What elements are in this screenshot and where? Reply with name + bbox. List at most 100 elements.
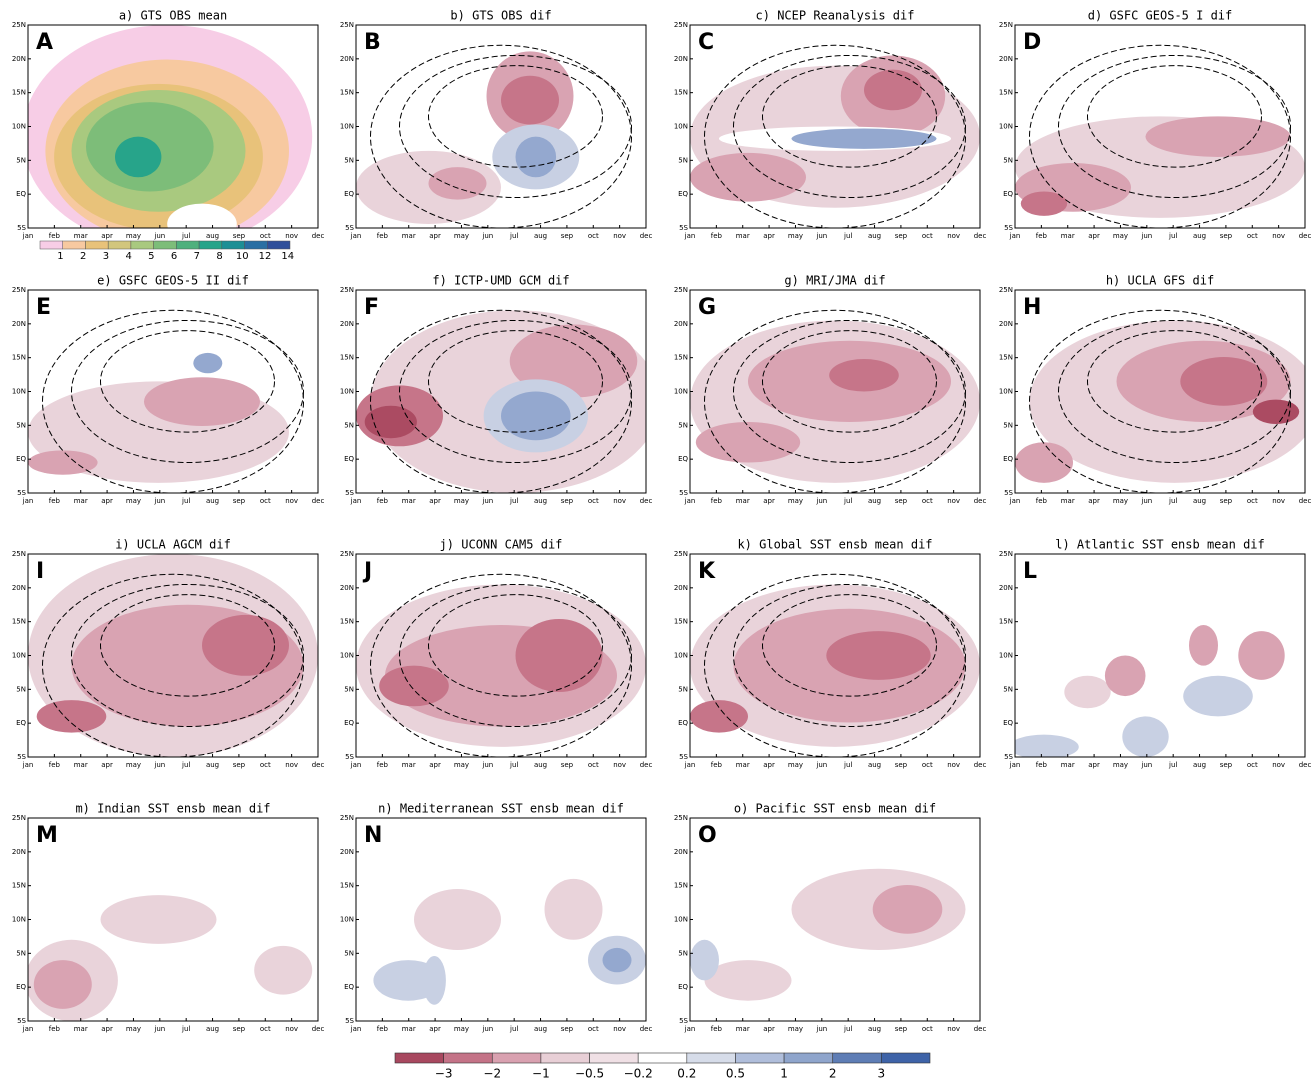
colorbar-label: 0.5 bbox=[726, 1067, 745, 1081]
y-tick-label: 5N bbox=[344, 685, 354, 693]
x-tick-label: feb bbox=[711, 761, 723, 769]
y-tick-label: 10N bbox=[12, 652, 26, 660]
x-tick-label: jul bbox=[843, 497, 852, 505]
y-tick-label: 15N bbox=[674, 89, 688, 97]
panel-title: d) GSFC GEOS-5 I dif bbox=[1088, 9, 1233, 23]
x-tick-label: may bbox=[126, 761, 141, 769]
x-tick-label: may bbox=[1113, 497, 1128, 505]
x-tick-label: feb bbox=[1036, 232, 1048, 240]
x-tick-label: oct bbox=[260, 497, 271, 505]
field bbox=[25, 895, 312, 1021]
y-tick-label: 15N bbox=[340, 89, 354, 97]
x-tick-label: jun bbox=[153, 497, 165, 505]
x-tick-label: aug bbox=[534, 497, 547, 505]
shaded-area bbox=[690, 153, 806, 202]
x-tick-label: jan bbox=[1009, 761, 1021, 769]
x-tick-label: sep bbox=[561, 497, 574, 505]
x-tick-label: feb bbox=[1036, 497, 1048, 505]
panel-letter: H bbox=[1023, 295, 1041, 320]
panel-letter: F bbox=[364, 295, 379, 320]
y-tick-label: 15N bbox=[674, 354, 688, 362]
x-tick-label: jun bbox=[481, 761, 493, 769]
x-tick-label: oct bbox=[588, 232, 599, 240]
y-tick-label: EQ bbox=[1003, 455, 1013, 463]
y-tick-label: 5N bbox=[16, 156, 26, 164]
shaded-area bbox=[603, 948, 632, 972]
y-tick-label: EQ bbox=[1003, 719, 1013, 727]
y-tick-label: 15N bbox=[340, 354, 354, 362]
panel: f) ICTP-UMD GCM difF25N20N15N10N5NEQ5Sja… bbox=[340, 274, 661, 506]
field bbox=[690, 45, 980, 228]
y-tick-label: 25N bbox=[340, 286, 354, 294]
panel-title: h) UCLA GFS dif bbox=[1106, 274, 1214, 288]
panel-title: c) NCEP Reanalysis dif bbox=[756, 9, 915, 23]
y-tick-label: 25N bbox=[674, 550, 688, 558]
y-tick-label: EQ bbox=[344, 190, 354, 198]
x-tick-label: aug bbox=[534, 1025, 547, 1033]
x-tick-label: jun bbox=[1140, 761, 1152, 769]
panel: n) Mediterranean SST ensb mean difN25N20… bbox=[340, 802, 653, 1034]
panel-letter: K bbox=[698, 559, 716, 584]
shaded-area bbox=[365, 406, 417, 438]
x-tick-label: oct bbox=[922, 761, 933, 769]
shaded-area bbox=[873, 885, 943, 934]
x-tick-label: aug bbox=[206, 232, 219, 240]
y-tick-label: 10N bbox=[340, 916, 354, 924]
y-tick-label: 20N bbox=[999, 320, 1013, 328]
shaded-area bbox=[1009, 735, 1079, 759]
y-tick-label: 15N bbox=[674, 618, 688, 626]
y-tick-label: EQ bbox=[16, 455, 26, 463]
panel-letter: N bbox=[364, 823, 382, 848]
x-tick-label: jan bbox=[350, 761, 362, 769]
y-tick-label: 10N bbox=[999, 652, 1013, 660]
panel-letter: L bbox=[1023, 559, 1037, 584]
x-tick-label: sep bbox=[895, 761, 908, 769]
colorbar-cell bbox=[590, 1053, 639, 1063]
shaded-area bbox=[1015, 442, 1073, 483]
x-tick-label: aug bbox=[868, 1025, 881, 1033]
y-tick-label: 10N bbox=[674, 652, 688, 660]
y-tick-label: 5S bbox=[17, 753, 26, 761]
x-tick-label: aug bbox=[206, 497, 219, 505]
colorbar-label: −3 bbox=[435, 1067, 453, 1081]
panel-letter: A bbox=[36, 30, 53, 55]
x-tick-label: nov bbox=[1272, 232, 1285, 240]
x-tick-label: jul bbox=[843, 1025, 852, 1033]
x-tick-label: nov bbox=[285, 1025, 298, 1033]
x-tick-label: feb bbox=[377, 232, 389, 240]
colorbar-label: 0.2 bbox=[677, 1067, 696, 1081]
shaded-area bbox=[144, 377, 260, 426]
colorbar-cell bbox=[176, 241, 199, 249]
x-tick-label: nov bbox=[947, 1025, 960, 1033]
colorbar-cell bbox=[85, 241, 108, 249]
shaded-area bbox=[1146, 116, 1291, 157]
x-tick-label: mar bbox=[736, 232, 750, 240]
x-tick-label: nov bbox=[947, 761, 960, 769]
x-tick-label: dec bbox=[312, 232, 325, 240]
x-tick-label: nov bbox=[613, 232, 626, 240]
y-tick-label: 5S bbox=[679, 489, 688, 497]
x-tick-label: jan bbox=[1009, 497, 1021, 505]
panel: c) NCEP Reanalysis difC25N20N15N10N5NEQ5… bbox=[674, 9, 987, 241]
panel-title: a) GTS OBS mean bbox=[119, 9, 227, 23]
y-tick-label: 20N bbox=[674, 848, 688, 856]
x-tick-label: jan bbox=[22, 232, 34, 240]
x-tick-label: aug bbox=[534, 232, 547, 240]
x-tick-label: aug bbox=[868, 761, 881, 769]
y-tick-label: 5N bbox=[344, 156, 354, 164]
x-tick-label: feb bbox=[49, 1025, 61, 1033]
panel-title: j) UCONN CAM5 dif bbox=[440, 538, 563, 552]
x-tick-label: feb bbox=[711, 1025, 723, 1033]
y-tick-label: 25N bbox=[674, 21, 688, 29]
x-tick-label: jul bbox=[843, 232, 852, 240]
x-tick-label: jul bbox=[509, 232, 518, 240]
panel: d) GSFC GEOS-5 I difD25N20N15N10N5NEQ5Sj… bbox=[999, 9, 1312, 241]
x-tick-label: jan bbox=[684, 232, 696, 240]
shaded-area bbox=[379, 666, 449, 707]
field bbox=[356, 310, 661, 493]
y-tick-label: 15N bbox=[999, 89, 1013, 97]
